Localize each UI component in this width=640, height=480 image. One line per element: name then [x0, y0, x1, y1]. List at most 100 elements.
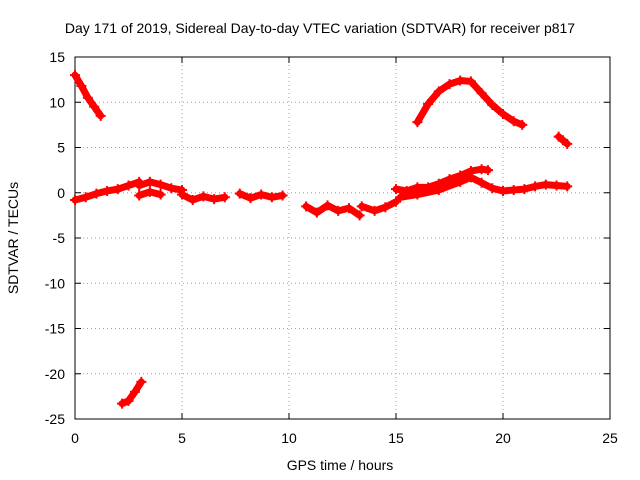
- data-point: [198, 191, 209, 202]
- y-tick-label: -5: [53, 230, 66, 246]
- data-point: [562, 181, 573, 192]
- series-band-3: [134, 186, 166, 201]
- series-band-2: [134, 176, 187, 196]
- data-series: [70, 70, 573, 409]
- series-band-6: [301, 200, 365, 221]
- data-point: [423, 99, 434, 110]
- data-point: [433, 185, 444, 196]
- series-sat-a: [70, 70, 106, 121]
- data-point: [117, 398, 128, 409]
- data-point: [82, 92, 93, 103]
- data-point: [209, 194, 220, 205]
- data-point: [380, 202, 391, 213]
- data-point: [333, 205, 344, 216]
- data-point: [354, 210, 365, 221]
- data-point: [187, 194, 198, 205]
- y-axis-label: SDTVAR / TECUs: [5, 181, 21, 295]
- data-point: [551, 180, 562, 191]
- data-point: [311, 207, 322, 218]
- data-point: [455, 176, 466, 187]
- data-point: [498, 109, 508, 120]
- data-point: [129, 386, 140, 397]
- x-tick-label: 20: [495, 430, 511, 446]
- x-tick-label: 0: [71, 430, 79, 446]
- y-tick-label: -10: [45, 275, 65, 291]
- data-point: [369, 205, 380, 216]
- data-point: [391, 184, 401, 195]
- series-band-1: [70, 176, 145, 205]
- data-point: [517, 119, 528, 130]
- data-point: [508, 116, 519, 127]
- y-tick-label: 0: [57, 185, 65, 201]
- y-tick-label: -20: [45, 366, 65, 382]
- data-point: [530, 181, 541, 192]
- data-point: [91, 188, 102, 199]
- data-point: [123, 395, 134, 406]
- series-band-7: [356, 196, 401, 216]
- series-band-8: [391, 164, 494, 196]
- data-point: [487, 183, 498, 194]
- series-sat-b: [117, 376, 147, 409]
- data-point: [70, 70, 80, 81]
- x-tick-label: 25: [602, 430, 618, 446]
- data-point: [301, 201, 312, 212]
- chart-title: Day 171 of 2019, Sidereal Day-to-day VTE…: [64, 20, 576, 36]
- data-point: [465, 172, 476, 183]
- grid-lines: [75, 57, 610, 419]
- data-point: [519, 184, 530, 195]
- y-tick-label: -15: [45, 321, 65, 337]
- series-band-4: [177, 189, 230, 205]
- data-point: [89, 101, 100, 112]
- data-point: [444, 79, 455, 90]
- data-point: [177, 189, 187, 200]
- data-point: [134, 190, 145, 201]
- data-point: [433, 86, 444, 97]
- data-point: [70, 194, 80, 205]
- data-point: [476, 88, 487, 99]
- data-point: [134, 180, 145, 191]
- data-point: [412, 189, 423, 200]
- data-point: [412, 117, 423, 128]
- data-point: [455, 75, 466, 86]
- series-band-5: [234, 188, 288, 204]
- data-point: [166, 183, 177, 194]
- data-point: [266, 192, 277, 203]
- y-tick-label: -25: [45, 411, 65, 427]
- data-point: [155, 189, 166, 200]
- series-band-9: [395, 172, 573, 203]
- data-point: [102, 185, 113, 196]
- series-line: [413, 77, 526, 129]
- series-line: [358, 198, 400, 215]
- data-point: [343, 203, 354, 214]
- data-point: [540, 179, 551, 190]
- data-point: [465, 76, 476, 87]
- y-tick-label: 15: [49, 49, 65, 65]
- data-point: [483, 165, 494, 176]
- data-point: [476, 177, 487, 188]
- data-point: [256, 189, 267, 200]
- data-point: [123, 180, 134, 191]
- data-point: [562, 138, 573, 149]
- y-tick-labels: 15 10 5 0 -5 -10 -15 -20 -25: [45, 49, 65, 427]
- data-point: [245, 193, 256, 204]
- y-tick-label: 10: [49, 94, 65, 110]
- data-point: [155, 179, 166, 190]
- series-line: [118, 378, 145, 408]
- data-point: [395, 192, 406, 203]
- data-point: [76, 80, 87, 91]
- series-line: [392, 165, 492, 195]
- data-point: [219, 192, 230, 203]
- series-line: [302, 201, 364, 219]
- x-tick-label: 5: [178, 430, 186, 446]
- series-sat-d: [553, 131, 573, 149]
- x-tick-labels: 0 5 10 15 20 25: [71, 430, 618, 446]
- data-point: [136, 376, 147, 387]
- y-tick-label: 5: [57, 140, 65, 156]
- data-point: [277, 190, 288, 201]
- data-point: [356, 201, 367, 212]
- data-point: [322, 200, 333, 211]
- data-point: [234, 188, 245, 199]
- data-point: [498, 185, 508, 196]
- tick-marks: [74, 56, 611, 420]
